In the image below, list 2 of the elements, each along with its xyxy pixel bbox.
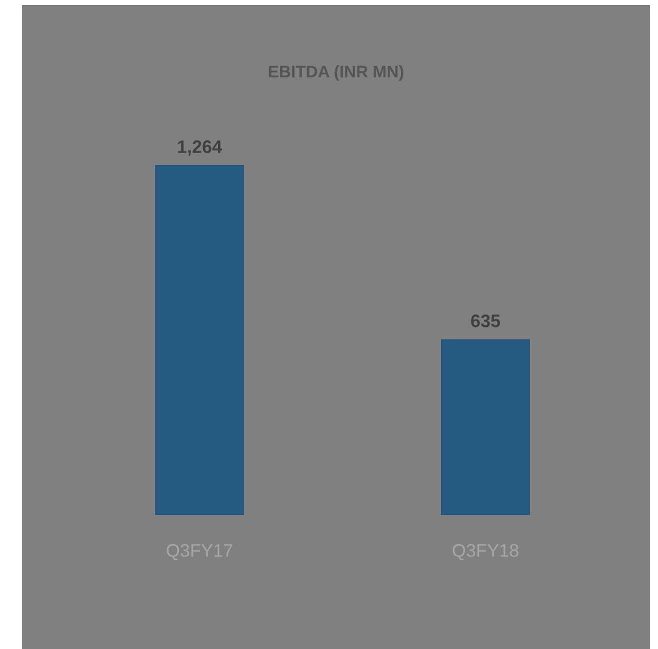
data-label: 1,264 (178, 140, 222, 156)
data-label: 635 (471, 314, 500, 328)
